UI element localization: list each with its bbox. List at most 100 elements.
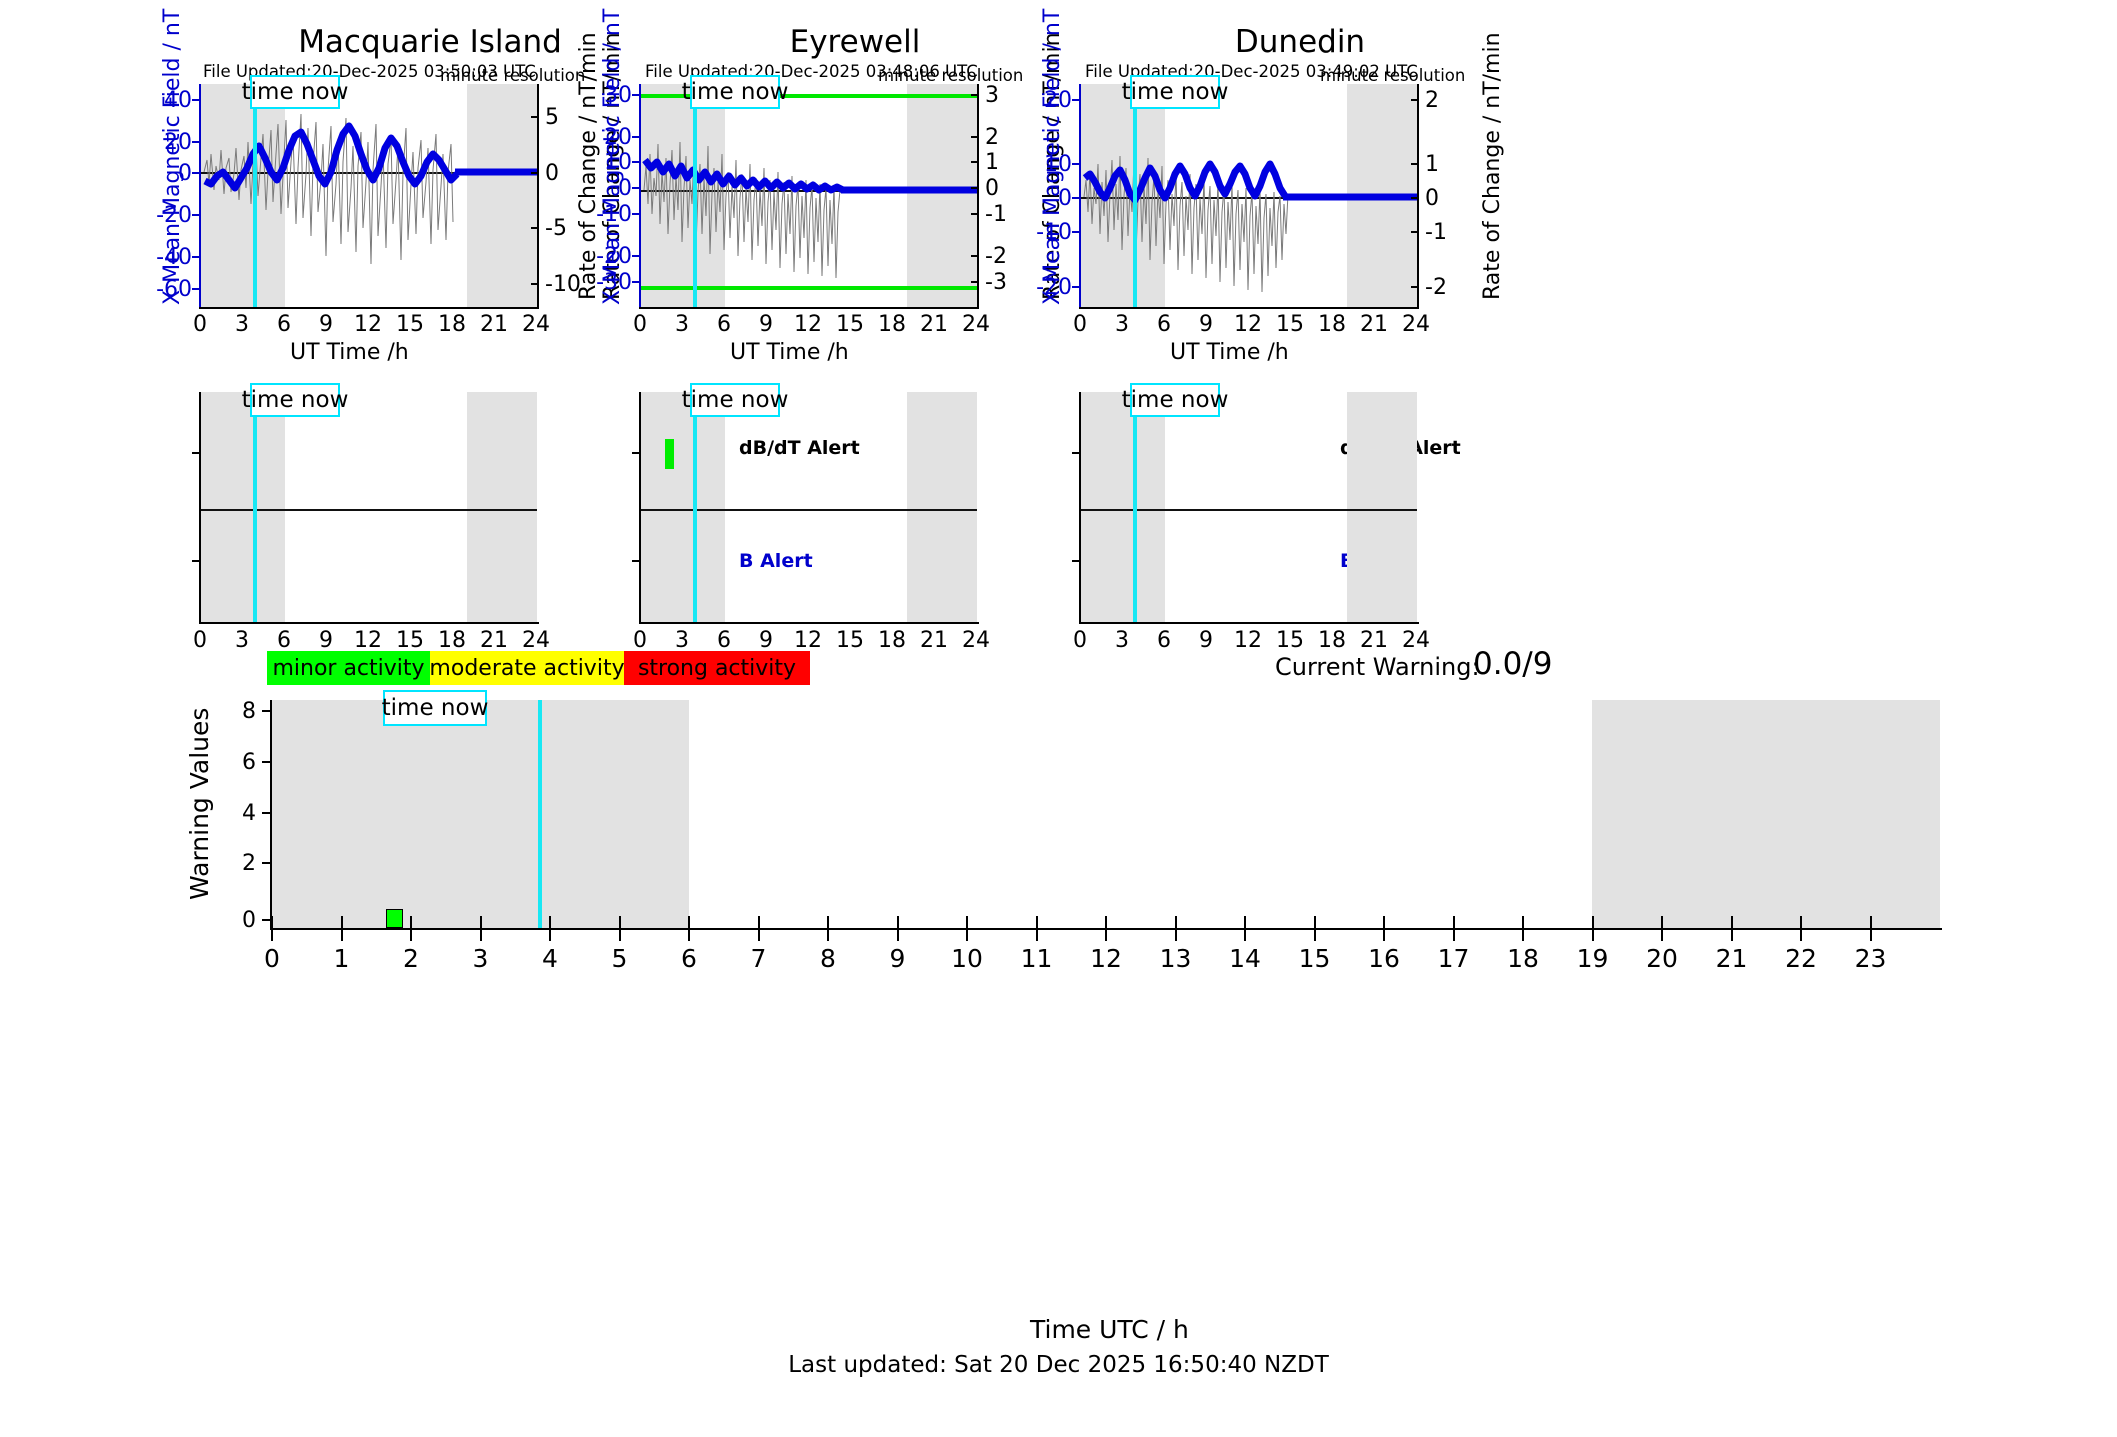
xtick-alert-mq-1: 3 bbox=[235, 628, 249, 653]
warning-xtick-inner bbox=[1800, 916, 1802, 928]
warning-xtick-13: 13 bbox=[1159, 944, 1192, 973]
xtick-eyrewell-0: 0 bbox=[633, 312, 647, 337]
time-now-box-warning: time now bbox=[382, 690, 488, 726]
warning-ytick-4: 4 bbox=[242, 801, 256, 826]
night-shade-early bbox=[272, 700, 689, 928]
ytickR-eyrewell-2: 1 bbox=[985, 150, 999, 175]
time-now-line-eyrewell bbox=[693, 84, 697, 307]
dbdt-alert-label-macquarie: dB/dT Alert bbox=[739, 437, 860, 459]
warning-xtick-mark bbox=[1174, 930, 1177, 941]
warning-xtick-mark bbox=[1591, 930, 1594, 941]
plot-macquarie bbox=[201, 84, 537, 307]
ytick-macquarie-4: -40 bbox=[156, 245, 192, 270]
warning-xtick-mark bbox=[1313, 930, 1316, 941]
warning-xtick-17: 17 bbox=[1437, 944, 1470, 973]
ytickR-eyrewell-6: -3 bbox=[985, 270, 1007, 295]
ytick-eyrewell-3: 0 bbox=[618, 176, 632, 201]
xtick-alert-ey-2: 6 bbox=[717, 628, 731, 653]
warning-xtick-inner bbox=[271, 916, 273, 928]
b-alert-label-macquarie: B Alert bbox=[739, 550, 813, 572]
xtick-alert-dn-0: 0 bbox=[1073, 628, 1087, 653]
y-axis-eyrewell bbox=[639, 84, 641, 307]
warning-xtick-inner bbox=[1105, 916, 1107, 928]
warning-xtick-21: 21 bbox=[1715, 944, 1748, 973]
grey-trace-dunedin bbox=[1083, 155, 1289, 293]
zero-line bbox=[1081, 197, 1417, 199]
x-axis-eyrewell bbox=[639, 307, 979, 309]
warning-xtick-inner bbox=[1869, 916, 1872, 928]
alert-midline bbox=[201, 509, 537, 511]
night-shade-late bbox=[907, 84, 977, 307]
warning-xtick-mark bbox=[896, 930, 899, 941]
warning-xtick-15: 15 bbox=[1298, 944, 1331, 973]
xtick-alert-mq-7: 21 bbox=[480, 628, 508, 653]
warning-xtick-mark bbox=[340, 930, 343, 941]
alert-panel-macquarie bbox=[201, 392, 537, 622]
alert-midline bbox=[641, 509, 977, 511]
warning-xtick-mark bbox=[1800, 930, 1802, 941]
minute-resolution-dunedin: minute resolution bbox=[1320, 66, 1466, 85]
warning-xtick-2: 2 bbox=[403, 944, 419, 973]
ytick-eyrewell-0: 30 bbox=[604, 83, 632, 108]
x-axis-label-eyrewell: UT Time /h bbox=[730, 340, 849, 365]
bottom-x-axis-label: Time UTC / h bbox=[1030, 1315, 1189, 1344]
warning-xtick-inner bbox=[966, 916, 968, 928]
warning-xtick-inner bbox=[1035, 916, 1038, 928]
warning-xtick-mark bbox=[271, 930, 273, 941]
y-axis-macquarie bbox=[199, 84, 201, 307]
blue-trace-macquarie bbox=[203, 122, 460, 192]
warning-ytick-0: 0 bbox=[242, 908, 256, 933]
warning-y-axis bbox=[270, 700, 272, 928]
ytickR-macquarie-0: 5 bbox=[545, 105, 559, 130]
ytickR-dunedin-2: 0 bbox=[1425, 186, 1439, 211]
warning-ytick-6: 6 bbox=[242, 750, 256, 775]
dbdt-marker-bar bbox=[665, 439, 674, 469]
station-title-eyrewell: Eyrewell bbox=[789, 24, 921, 60]
time-now-line-alert-macquarie bbox=[253, 392, 257, 622]
warning-xtick-3: 3 bbox=[472, 944, 489, 973]
xtick-alert-dn-5: 15 bbox=[1276, 628, 1304, 653]
plot-dunedin bbox=[1081, 84, 1417, 307]
xtick-alert-mq-5: 15 bbox=[396, 628, 424, 653]
station-title-dunedin: Dunedin bbox=[1234, 24, 1366, 60]
time-now-line-alert-dunedin bbox=[1133, 392, 1137, 622]
xtick-dunedin-5: 15 bbox=[1276, 312, 1304, 337]
warning-xtick-inner bbox=[1522, 916, 1524, 928]
last-updated-footer: Last updated: Sat 20 Dec 2025 16:50:40 N… bbox=[788, 1352, 1329, 1378]
xtick-macquarie-2: 6 bbox=[277, 312, 291, 337]
alert-panel-eyrewell bbox=[641, 392, 977, 622]
xtick-dunedin-0: 0 bbox=[1073, 312, 1087, 337]
warning-xtick-1: 1 bbox=[333, 944, 350, 973]
xtick-alert-mq-0: 0 bbox=[193, 628, 207, 653]
xtick-macquarie-8: 24 bbox=[522, 312, 550, 337]
warning-xtick-mark bbox=[410, 930, 412, 941]
ytickR-macquarie-3: -10 bbox=[545, 272, 581, 297]
xtick-alert-dn-6: 18 bbox=[1318, 628, 1346, 653]
xtick-alert-mq-6: 18 bbox=[438, 628, 466, 653]
warning-bar bbox=[386, 909, 403, 928]
warning-values-plot bbox=[272, 700, 1940, 928]
xtick-alert-ey-4: 12 bbox=[794, 628, 822, 653]
night-shade-late bbox=[1592, 700, 1940, 928]
xtick-dunedin-3: 9 bbox=[1199, 312, 1213, 337]
y-axis-label-eyrewell: X Mean Magnetic Field / nT bbox=[600, 8, 625, 305]
xtick-alert-ey-7: 21 bbox=[920, 628, 948, 653]
ytick-macquarie-5: -60 bbox=[156, 277, 192, 302]
warning-xtick-20: 20 bbox=[1646, 944, 1678, 973]
xtick-alert-mq-4: 12 bbox=[354, 628, 382, 653]
ytick-eyrewell-1: 20 bbox=[604, 125, 632, 150]
warning-xtick-inner bbox=[410, 916, 412, 928]
time-now-box-alert-macquarie: time now bbox=[242, 383, 348, 417]
warning-xtick-mark bbox=[1244, 930, 1246, 941]
warning-ytick-2: 2 bbox=[242, 851, 256, 876]
warning-xtick-14: 14 bbox=[1229, 944, 1261, 973]
time-now-box-alert-dunedin: time now bbox=[1122, 383, 1228, 417]
xtick-alert-dn-4: 12 bbox=[1234, 628, 1262, 653]
xtick-eyrewell-6: 18 bbox=[878, 312, 906, 337]
current-warning-value: 0.0/9 bbox=[1473, 646, 1553, 682]
warning-xtick-19: 19 bbox=[1576, 944, 1609, 973]
ytickR-macquarie-1: 0 bbox=[545, 161, 559, 186]
station-title-macquarie: Macquarie Island bbox=[298, 24, 562, 60]
warning-xtick-inner bbox=[757, 916, 760, 928]
xtick-macquarie-1: 3 bbox=[235, 312, 249, 337]
